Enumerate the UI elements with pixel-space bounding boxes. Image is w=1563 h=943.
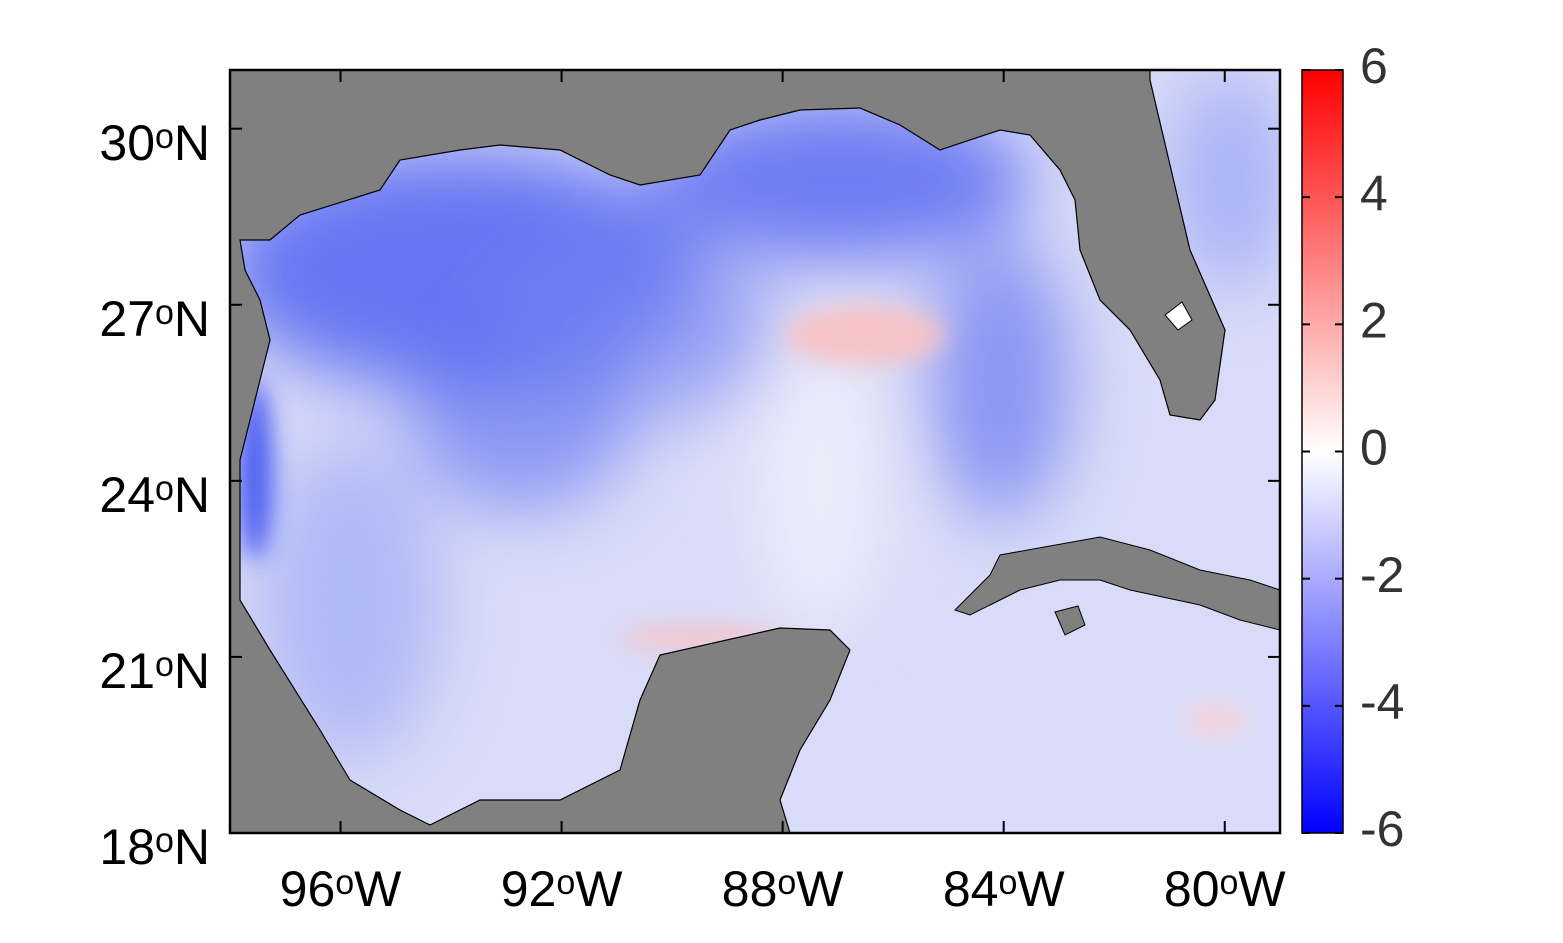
colorbar-tick-label: 0 bbox=[1360, 420, 1388, 476]
colorbar-tick-label: -6 bbox=[1360, 801, 1404, 857]
y-tick-label: 27ᵒN bbox=[99, 291, 210, 347]
cuba bbox=[954, 536, 1281, 631]
colorbar-tick-label: 2 bbox=[1360, 293, 1388, 349]
x-tick-label: 92ᵒW bbox=[501, 861, 623, 917]
map-field bbox=[230, 69, 1281, 834]
colorbar-tick-label: 6 bbox=[1360, 38, 1388, 94]
y-tick-label: 18ᵒN bbox=[99, 819, 210, 875]
x-tick-label: 88ᵒW bbox=[722, 861, 844, 917]
y-tick-label: 21ᵒN bbox=[99, 643, 210, 699]
anomaly-patches bbox=[240, 70, 1280, 760]
colorbar-tick-label: -2 bbox=[1360, 547, 1404, 603]
lake bbox=[1164, 301, 1193, 331]
y-tick-label: 24ᵒN bbox=[99, 467, 210, 523]
colorbar-tick-label: 4 bbox=[1360, 165, 1388, 221]
colorbar-tick-label: -4 bbox=[1360, 674, 1404, 730]
x-tick-label: 96ᵒW bbox=[280, 861, 402, 917]
island bbox=[1054, 605, 1086, 636]
x-tick-label: 80ᵒW bbox=[1164, 861, 1286, 917]
y-tick-label: 30ᵒN bbox=[99, 115, 210, 171]
x-tick-label: 84ᵒW bbox=[943, 861, 1065, 917]
plot-frame bbox=[228, 68, 1282, 835]
